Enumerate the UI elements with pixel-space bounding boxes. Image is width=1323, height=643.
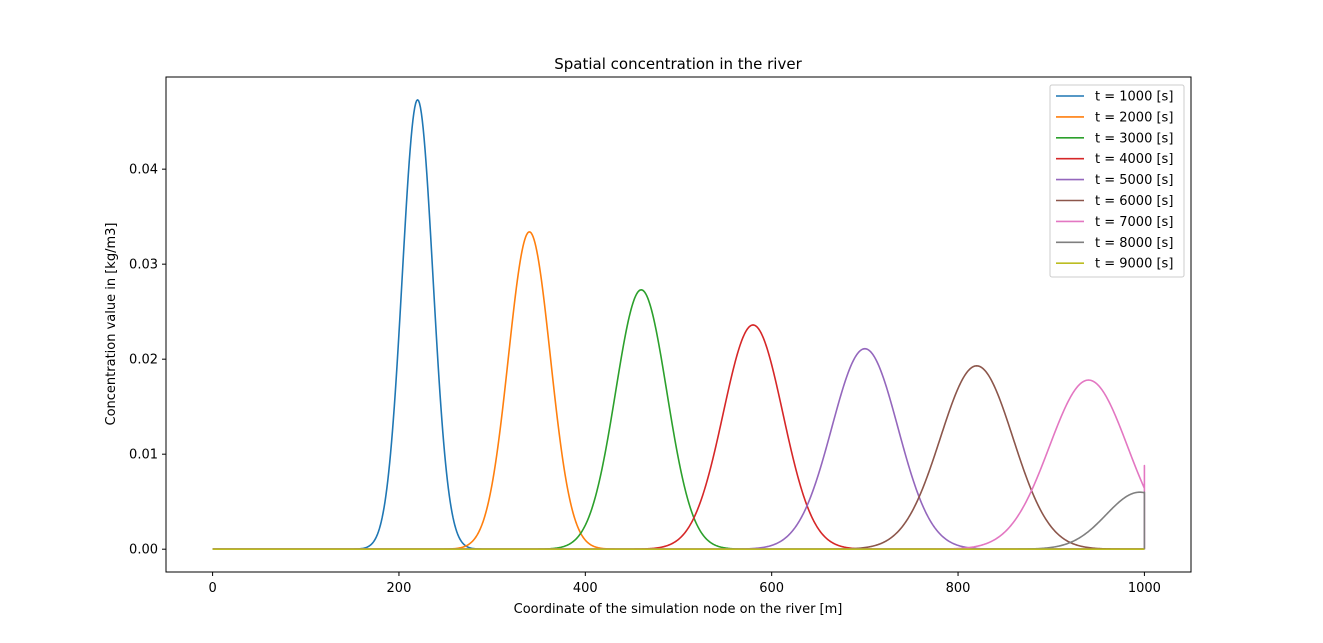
- series-layer: [212, 99, 1146, 550]
- x-axis-label: Coordinate of the simulation node on the…: [514, 602, 843, 617]
- plot-area: [166, 77, 1191, 572]
- legend-label: t = 2000 [s]: [1095, 110, 1173, 125]
- legend-label: t = 1000 [s]: [1095, 90, 1173, 105]
- legend: t = 1000 [s] t = 2000 [s] t = 3000 [s] t = …: [1049, 84, 1185, 278]
- chart-title: Spatial concentration in the river: [554, 55, 802, 73]
- x-tick-label: 200: [387, 581, 412, 596]
- y-axis-label: Concentration value in [kg/m3]: [104, 223, 119, 426]
- y-tick-label: 0.04: [129, 163, 158, 178]
- x-tick-label: 400: [573, 581, 598, 596]
- legend-box: [1049, 84, 1185, 278]
- x-axis: 0 200 400 600 800 1000: [208, 572, 1161, 596]
- legend-label: t = 6000 [s]: [1095, 194, 1173, 209]
- legend-label: t = 8000 [s]: [1095, 236, 1173, 251]
- x-tick-label: 600: [759, 581, 784, 596]
- plot-frame: [165, 76, 1192, 573]
- y-tick-label: 0.00: [129, 543, 158, 558]
- legend-label: t = 7000 [s]: [1095, 215, 1173, 230]
- x-tick-label: 800: [946, 581, 971, 596]
- legend-label: t = 4000 [s]: [1095, 152, 1173, 167]
- x-tick-label: 0: [208, 581, 216, 596]
- legend-label: t = 3000 [s]: [1095, 131, 1173, 146]
- legend-label: t = 5000 [s]: [1095, 173, 1173, 188]
- y-tick-label: 0.03: [129, 258, 158, 273]
- legend-label: t = 9000 [s]: [1095, 257, 1173, 272]
- x-tick-label: 1000: [1128, 581, 1161, 596]
- y-tick-label: 0.01: [129, 448, 158, 463]
- y-tick-label: 0.02: [129, 353, 158, 368]
- y-axis: 0.00 0.01 0.02 0.03 0.04: [129, 163, 166, 558]
